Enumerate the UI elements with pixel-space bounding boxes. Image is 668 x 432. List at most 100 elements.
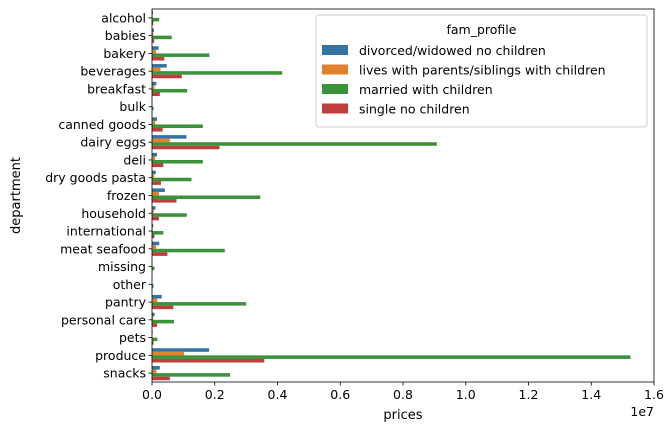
y-tick-label: breakfast bbox=[87, 81, 146, 96]
bar-snacks-series-3 bbox=[152, 376, 170, 381]
bar-bakery-series-2 bbox=[152, 53, 210, 57]
bar-dairy-eggs-series-0 bbox=[152, 135, 187, 139]
bar-alcohol-series-3 bbox=[152, 21, 154, 25]
bar-babies-series-0 bbox=[152, 28, 154, 33]
bar-snacks-series-2 bbox=[152, 373, 231, 377]
x-tick-label: 0.4 bbox=[268, 387, 288, 402]
x-tick-label: 0.0 bbox=[142, 387, 162, 402]
y-tick-label: produce bbox=[95, 348, 146, 363]
bar-dry-goods-pasta-series-3 bbox=[152, 181, 162, 185]
bar-snacks-series-0 bbox=[152, 366, 160, 370]
bar-dry-goods-pasta-series-1 bbox=[152, 174, 155, 178]
bar-babies-series-2 bbox=[152, 35, 172, 40]
bar-canned-goods-series-3 bbox=[152, 128, 163, 132]
bar-personal-care-series-0 bbox=[152, 312, 155, 317]
bar-household-series-1 bbox=[152, 209, 154, 214]
y-tick-label: snacks bbox=[103, 366, 146, 381]
bar-personal-care-series-1 bbox=[152, 316, 154, 320]
bar-beverages-series-0 bbox=[152, 64, 167, 68]
bar-breakfast-series-2 bbox=[152, 88, 188, 93]
bar-meat-seafood-series-0 bbox=[152, 241, 160, 246]
bar-babies-series-3 bbox=[152, 39, 155, 43]
bar-personal-care-series-3 bbox=[152, 323, 158, 327]
bar-household-series-3 bbox=[152, 216, 159, 221]
bar-frozen-series-3 bbox=[152, 199, 177, 203]
legend-swatch bbox=[322, 103, 348, 114]
x-tick-label: 0.2 bbox=[205, 387, 225, 402]
bar-international-series-3 bbox=[152, 234, 155, 239]
bar-international-series-0 bbox=[152, 223, 154, 228]
bar-personal-care-series-2 bbox=[152, 319, 174, 324]
y-axis: alcohol babies bakery beverages breakfast bul… bbox=[45, 10, 152, 381]
y-axis-label: department bbox=[9, 157, 24, 234]
bar-pets-series-3 bbox=[152, 341, 154, 345]
bar-bulk-series-2 bbox=[152, 106, 154, 111]
bar-canned-goods-series-0 bbox=[152, 117, 158, 121]
bar-breakfast-series-3 bbox=[152, 92, 160, 97]
bar-snacks-series-1 bbox=[152, 369, 157, 374]
x-tick-label: 1.2 bbox=[519, 387, 539, 402]
x-tick-label: 0.6 bbox=[330, 387, 350, 402]
bar-beverages-series-3 bbox=[152, 74, 182, 79]
bars-group bbox=[152, 10, 631, 381]
bar-dry-goods-pasta-series-2 bbox=[152, 177, 192, 182]
y-tick-label: babies bbox=[105, 28, 146, 43]
bar-meat-seafood-series-3 bbox=[152, 252, 168, 256]
y-tick-label: bakery bbox=[103, 46, 146, 61]
y-tick-label: canned goods bbox=[58, 117, 146, 132]
bar-household-series-2 bbox=[152, 213, 187, 217]
bar-dairy-eggs-series-2 bbox=[152, 142, 437, 146]
x-axis-offset-label: 1e7 bbox=[630, 404, 654, 419]
bar-pantry-series-3 bbox=[152, 305, 174, 310]
bar-beverages-series-2 bbox=[152, 71, 283, 75]
bar-breakfast-series-1 bbox=[152, 85, 155, 89]
y-tick-label: beverages bbox=[80, 64, 146, 79]
legend-entry: single no children bbox=[359, 102, 470, 117]
bar-meat-seafood-series-2 bbox=[152, 248, 225, 253]
bar-breakfast-series-0 bbox=[152, 81, 157, 86]
legend-swatch bbox=[322, 84, 348, 94]
bar-dry-goods-pasta-series-0 bbox=[152, 170, 156, 175]
legend-entry: divorced/widowed no children bbox=[359, 43, 546, 58]
y-tick-label: bulk bbox=[119, 99, 146, 114]
bar-pantry-series-2 bbox=[152, 302, 247, 306]
y-tick-label: alcohol bbox=[101, 10, 146, 25]
bar-other-series-2 bbox=[152, 284, 154, 288]
bar-produce-series-1 bbox=[152, 351, 185, 356]
y-tick-label: other bbox=[113, 277, 147, 292]
y-tick-label: dairy eggs bbox=[80, 135, 146, 150]
y-tick-label: pets bbox=[119, 330, 146, 345]
bar-alcohol-series-2 bbox=[152, 17, 160, 22]
legend-swatch bbox=[322, 64, 348, 75]
x-tick-label: 1.4 bbox=[581, 387, 601, 402]
y-tick-label: frozen bbox=[107, 188, 146, 203]
bar-missing-series-2 bbox=[152, 266, 155, 271]
y-tick-label: missing bbox=[98, 259, 146, 274]
bar-bakery-series-3 bbox=[152, 56, 165, 61]
x-tick-label: 0.8 bbox=[393, 387, 413, 402]
bar-frozen-series-1 bbox=[152, 191, 159, 196]
y-tick-label: deli bbox=[123, 152, 146, 167]
y-tick-label: international bbox=[66, 224, 146, 239]
bar-deli-series-0 bbox=[152, 152, 158, 157]
x-axis-label: prices bbox=[383, 408, 422, 423]
legend-title: fam_profile bbox=[447, 22, 517, 37]
y-tick-label: household bbox=[81, 206, 146, 221]
x-axis: 0.0 0.2 0.4 0.6 0.8 1.0 1.2 1.4 1.6 bbox=[142, 382, 664, 402]
legend: fam_profile divorced/widowed no children l… bbox=[315, 14, 648, 128]
bar-frozen-series-0 bbox=[152, 188, 165, 192]
bar-bakery-series-1 bbox=[152, 49, 157, 54]
x-tick-label: 1.6 bbox=[644, 387, 664, 402]
bar-pets-series-2 bbox=[152, 337, 158, 342]
legend-swatch bbox=[322, 45, 348, 55]
bar-pantry-series-0 bbox=[152, 294, 162, 299]
bar-babies-series-1 bbox=[152, 32, 154, 36]
bar-deli-series-3 bbox=[152, 163, 164, 168]
bar-bakery-series-0 bbox=[152, 46, 159, 50]
bar-international-series-2 bbox=[152, 231, 164, 235]
legend-box bbox=[315, 14, 648, 128]
legend-entry: lives with parents/siblings with childre… bbox=[359, 63, 606, 78]
bar-produce-series-2 bbox=[152, 355, 631, 359]
bar-produce-series-3 bbox=[152, 358, 265, 363]
